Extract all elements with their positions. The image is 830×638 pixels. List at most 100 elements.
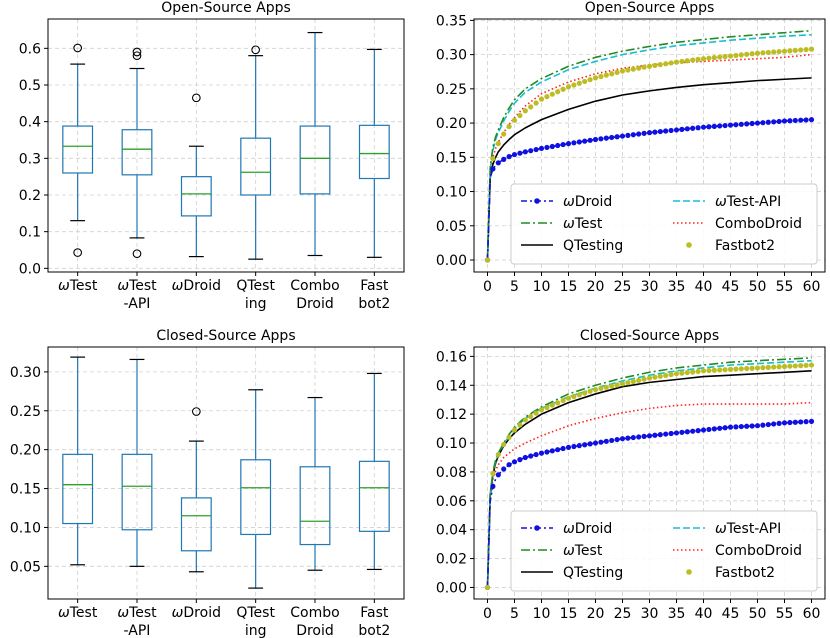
- series-marker: [706, 367, 712, 374]
- box-droid: [180, 93, 212, 258]
- y-tick-label: 0.10: [10, 520, 41, 536]
- series-marker: [679, 58, 685, 65]
- series-marker: [517, 457, 523, 463]
- series-marker: [673, 430, 680, 436]
- legend-item: QTesting: [521, 238, 623, 254]
- series-marker: [706, 426, 712, 433]
- series-marker: [792, 363, 798, 369]
- x-tick-label-line2: -API: [124, 623, 151, 638]
- series-marker: [538, 407, 545, 413]
- chart-title: Closed-Source Apps: [156, 328, 295, 344]
- series-marker: [636, 131, 642, 137]
- x-tick-label: Combo: [290, 605, 339, 621]
- series-marker: [565, 395, 572, 401]
- legend-label: ComboDroid: [715, 216, 802, 232]
- series-marker: [506, 462, 512, 468]
- box-iqr: [121, 129, 153, 176]
- series-marker: [490, 483, 496, 489]
- series-marker: [668, 127, 674, 134]
- series-marker: [614, 382, 620, 388]
- series-marker: [727, 424, 734, 430]
- legend-label: ωDroid: [563, 521, 612, 537]
- x-tick-label: 30: [641, 279, 659, 295]
- series-marker: [582, 442, 588, 448]
- series-marker: [711, 55, 717, 61]
- series-marker: [733, 424, 739, 430]
- series-marker: [690, 428, 696, 434]
- series-marker: [679, 126, 685, 132]
- series-marker: [592, 75, 599, 81]
- axes-frame: [47, 18, 405, 273]
- y-tick-label: 0.25: [436, 82, 467, 98]
- series-marker: [657, 128, 663, 135]
- x-tick-label: 45: [722, 606, 740, 622]
- y-tick-label: 0.05: [10, 559, 41, 575]
- box-test-api: [121, 358, 153, 567]
- series-marker: [754, 120, 761, 126]
- box-qtesting: [240, 45, 272, 260]
- series-marker: [744, 51, 750, 57]
- series-marker: [517, 112, 523, 119]
- series-marker: [711, 367, 717, 373]
- series-fastbot2: [484, 46, 815, 263]
- y-tick-label: 0.2: [19, 188, 41, 204]
- series-marker: [749, 120, 755, 127]
- series-combodroid: [486, 53, 812, 261]
- y-tick-label: 0.1: [19, 225, 41, 241]
- series-marker: [663, 61, 669, 67]
- legend-item: ComboDroid: [673, 216, 802, 232]
- series-marker: [619, 436, 626, 442]
- series-marker: [495, 472, 501, 478]
- series-marker: [528, 104, 534, 110]
- series-marker: [803, 117, 809, 123]
- series-marker: [582, 78, 588, 85]
- series-marker: [684, 429, 690, 435]
- series-marker: [679, 370, 685, 376]
- series-marker: [684, 369, 690, 376]
- series-marker: [646, 63, 653, 69]
- series-marker: [522, 417, 528, 423]
- series-marker: [727, 366, 734, 372]
- series-marker: [506, 123, 512, 130]
- series-marker: [700, 368, 707, 374]
- series-marker: [625, 132, 631, 139]
- series-marker: [571, 140, 577, 146]
- x-tick-label: 55: [776, 279, 794, 295]
- x-tick-label-line2: bot2: [358, 623, 390, 638]
- series-marker: [582, 390, 588, 396]
- x-tick-label: Combo: [290, 278, 339, 294]
- series-marker: [625, 67, 631, 73]
- series-marker: [738, 52, 744, 58]
- y-tick-label: 0.30: [10, 365, 41, 381]
- legend-box: [510, 510, 818, 592]
- series-marker: [614, 134, 620, 140]
- series-marker: [641, 130, 647, 136]
- series-marker: [490, 470, 496, 476]
- series-marker: [533, 100, 539, 106]
- legend-item: ωTest: [521, 216, 603, 232]
- series-line: [486, 53, 812, 261]
- legend-item: ωTest-API: [673, 194, 781, 210]
- series-marker: [754, 50, 761, 56]
- series-marker: [738, 366, 744, 372]
- series-marker: [744, 365, 750, 372]
- series-marker: [528, 453, 534, 459]
- series-marker: [555, 447, 561, 453]
- box-iqr: [299, 466, 331, 546]
- box-plot-closed-source: Closed-Source Apps 0.05 0.10 0.15 0.20 0.25 0.…: [10, 328, 405, 638]
- series-marker: [798, 363, 804, 369]
- series-marker: [744, 423, 750, 429]
- series-marker: [592, 136, 599, 143]
- series-marker: [646, 433, 653, 439]
- x-tick-label: 15: [560, 606, 578, 622]
- outlier-point: [73, 248, 83, 257]
- x-tick-label: 15: [560, 279, 578, 295]
- series-marker: [484, 257, 491, 263]
- series-marker: [808, 418, 815, 424]
- series-marker: [598, 439, 604, 445]
- series-marker: [544, 404, 550, 411]
- y-tick-label: 0.0: [19, 261, 41, 277]
- series-marker: [576, 443, 582, 449]
- series-line: [486, 359, 812, 588]
- box-test-api: [121, 47, 153, 259]
